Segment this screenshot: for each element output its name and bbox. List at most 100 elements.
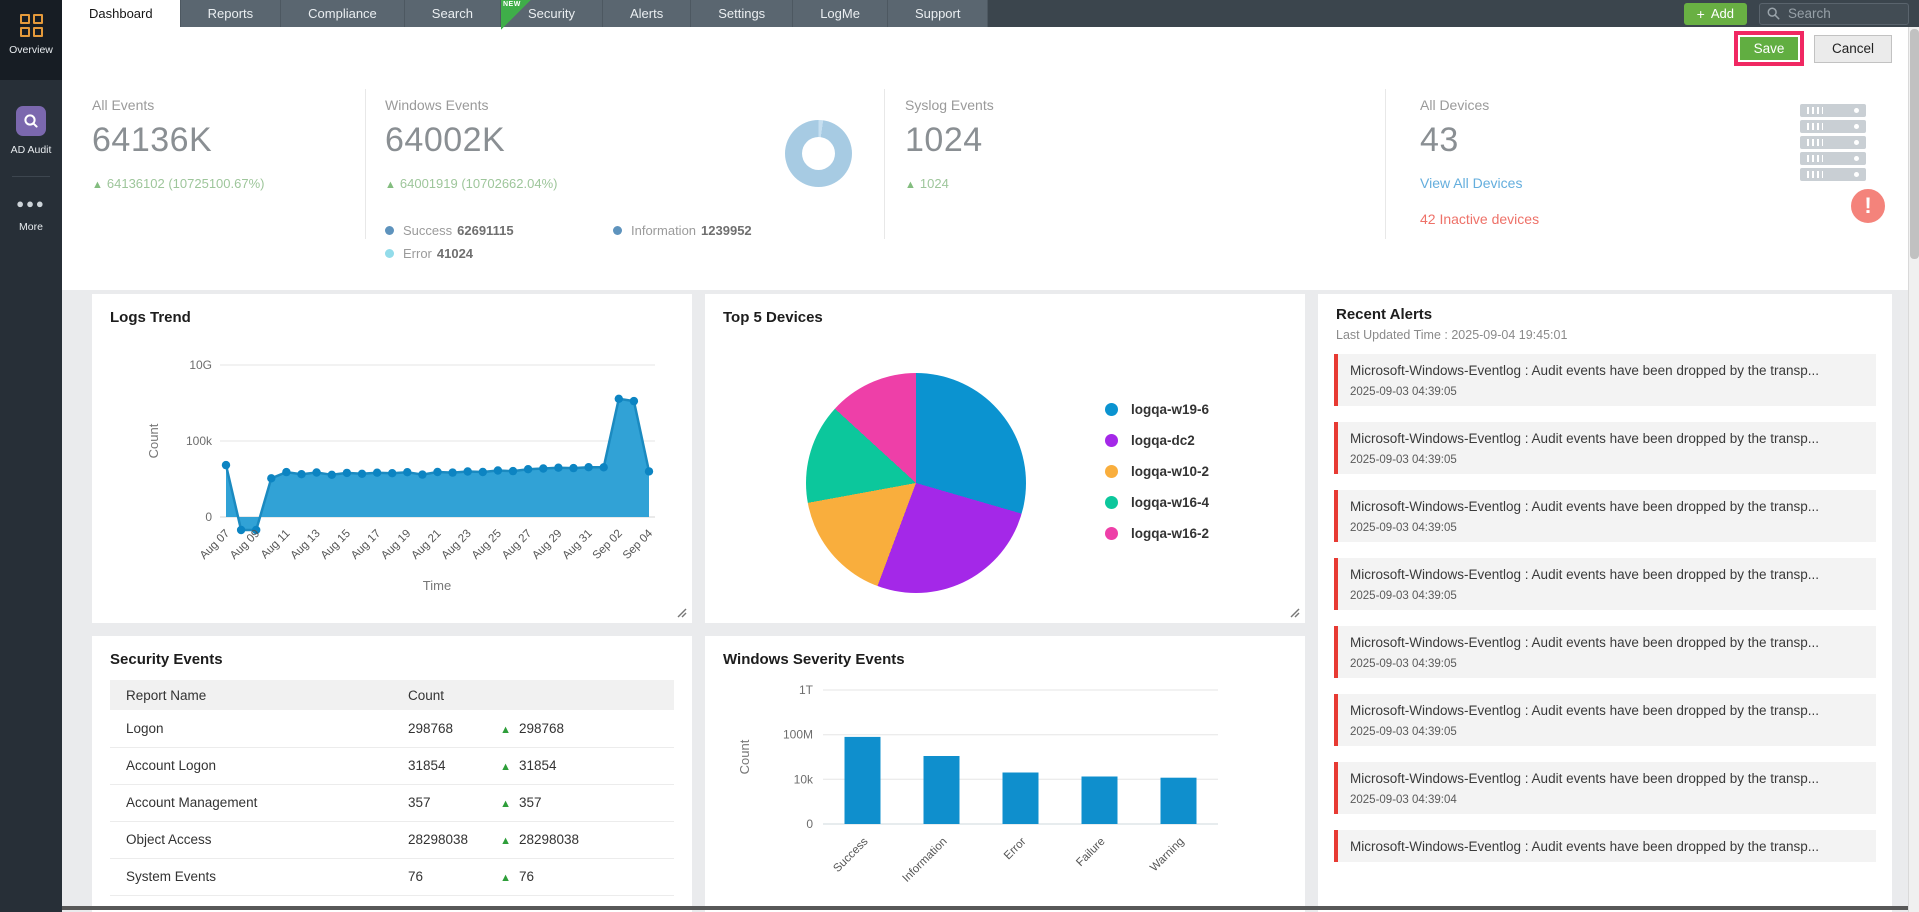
svg-text:Sep 04: Sep 04: [621, 527, 656, 562]
svg-text:Warning: Warning: [1148, 836, 1186, 874]
stat-value: 64136K: [92, 121, 213, 159]
alert-item[interactable]: Microsoft-Windows-Eventlog : Audit event…: [1334, 558, 1876, 610]
legend-item-logqa-w16-4[interactable]: logqa-w16-4: [1105, 495, 1209, 510]
up-triangle-icon: ▲: [500, 723, 511, 736]
security-events-table: Report Name Count Logon 298768 ▲ 298768 Acco…: [110, 680, 674, 896]
action-bar: Save Cancel: [1734, 31, 1892, 66]
alert-timestamp: 2025-09-03 04:39:05: [1350, 658, 1457, 670]
tab-label: Support: [914, 6, 961, 21]
more-dots-icon: ●●●: [16, 196, 46, 211]
sidebar-item-label: AD Audit: [10, 144, 52, 156]
tab-dashboard[interactable]: Dashboard: [62, 0, 181, 27]
stat-label: Windows Events: [385, 97, 489, 113]
svg-text:Count: Count: [737, 739, 752, 774]
alert-item[interactable]: Microsoft-Windows-Eventlog : Audit event…: [1334, 762, 1876, 814]
page-scrollbar[interactable]: [1908, 27, 1919, 912]
report-name-cell: Account Management: [110, 784, 392, 822]
cancel-button[interactable]: Cancel: [1814, 34, 1892, 63]
tab-label: Search: [431, 6, 473, 21]
svg-text:0: 0: [205, 510, 212, 524]
table-row[interactable]: Account Logon 31854 ▲ 31854: [110, 747, 674, 785]
svg-text:0: 0: [806, 817, 813, 831]
delta-cell: ▲ 76: [484, 858, 674, 896]
up-triangle-icon: ▲: [385, 179, 396, 191]
resize-handle[interactable]: [1288, 606, 1300, 618]
sidebar-item-overview[interactable]: Overview: [0, 0, 62, 80]
svg-text:Failure: Failure: [1074, 836, 1107, 869]
alert-message: Microsoft-Windows-Eventlog : Audit event…: [1350, 839, 1820, 854]
tab-logme[interactable]: LogMe: [793, 0, 888, 27]
add-button[interactable]: + Add: [1683, 2, 1747, 25]
save-button[interactable]: Save: [1740, 37, 1798, 60]
legend-item-logqa-w10-2[interactable]: logqa-w10-2: [1105, 464, 1209, 479]
column-header-report-name: Report Name: [110, 680, 392, 710]
server-rack-icon: [1800, 104, 1866, 184]
top5-devices-panel: Top 5 Devices logqa-w19-6 logqa-dc2 logqa-…: [705, 294, 1305, 623]
breakdown-success: Success 62691115: [385, 219, 613, 242]
alerts-list: Microsoft-Windows-Eventlog : Audit event…: [1318, 342, 1892, 862]
table-row[interactable]: Object Access 28298038 ▲ 28298038: [110, 821, 674, 859]
alert-item[interactable]: Microsoft-Windows-Eventlog : Audit event…: [1334, 490, 1876, 542]
stat-all-events: All Events 64136K ▲ 64136102 (10725100.67…: [92, 97, 264, 191]
breakdown-error: Error 41024: [385, 242, 613, 265]
svg-text:100M: 100M: [783, 728, 813, 742]
stat-label: All Devices: [1420, 97, 1490, 113]
legend-item-logqa-w16-2[interactable]: logqa-w16-2: [1105, 526, 1209, 541]
last-updated-text: Last Updated Time : 2025-09-04 19:45:01: [1336, 328, 1568, 342]
alert-item[interactable]: Microsoft-Windows-Eventlog : Audit event…: [1334, 626, 1876, 678]
svg-text:Aug 07: Aug 07: [198, 528, 232, 562]
delta-cell: ▲ 31854: [484, 747, 674, 785]
tab-alerts[interactable]: Alerts: [602, 0, 692, 27]
scrollbar-thumb[interactable]: [1910, 29, 1919, 259]
windows-severity-chart: 0 10k 100M 1T Success Information Error Failure…: [737, 683, 1218, 885]
svg-text:10G: 10G: [189, 358, 212, 372]
overview-grid-icon: [19, 14, 43, 37]
tab-label: Reports: [207, 6, 254, 21]
sidebar-item-ad-audit[interactable]: AD Audit: [0, 106, 62, 156]
tab-support[interactable]: Support: [887, 0, 989, 27]
table-row[interactable]: System Events 76 ▲ 76: [110, 858, 674, 896]
svg-text:Time: Time: [423, 578, 451, 593]
table-row[interactable]: Account Management 357 ▲ 357: [110, 784, 674, 822]
count-cell: 31854: [392, 747, 485, 785]
windows-severity-panel: Windows Severity Events 0 10k 100M 1T Succes…: [705, 636, 1305, 912]
legend-label: logqa-w16-2: [1131, 526, 1210, 541]
legend-dot-icon: [1105, 496, 1118, 509]
svg-text:Sep 02: Sep 02: [591, 528, 625, 562]
svg-text:Success: Success: [831, 835, 870, 874]
search-input[interactable]: [1786, 5, 1901, 22]
svg-text:100k: 100k: [186, 434, 213, 448]
panel-title: Recent Alerts: [1336, 306, 1433, 323]
tab-search[interactable]: Search: [404, 0, 501, 27]
tab-settings[interactable]: Settings: [691, 0, 794, 27]
tab-label: Dashboard: [89, 6, 153, 21]
up-triangle-icon: ▲: [500, 872, 511, 884]
alert-item[interactable]: Microsoft-Windows-Eventlog : Audit event…: [1334, 422, 1876, 474]
alert-item[interactable]: Microsoft-Windows-Eventlog : Audit event…: [1334, 694, 1876, 746]
svg-text:Aug 09: Aug 09: [228, 528, 262, 562]
legend-dot-icon: [385, 226, 394, 235]
legend-label: logqa-w16-4: [1131, 495, 1210, 510]
alert-item[interactable]: Microsoft-Windows-Eventlog : Audit event…: [1334, 830, 1876, 862]
stats-divider: [365, 89, 366, 239]
svg-text:Aug 27: Aug 27: [500, 528, 534, 562]
alert-item[interactable]: Microsoft-Windows-Eventlog : Audit event…: [1334, 354, 1876, 406]
tab-reports[interactable]: Reports: [180, 0, 282, 27]
alert-timestamp: 2025-09-03 04:39:05: [1350, 726, 1457, 738]
sidebar-item-more[interactable]: ●●● More: [0, 196, 62, 233]
windows-breakdown: Success 62691115 Error 41024 Information 1239…: [385, 219, 752, 265]
tab-compliance[interactable]: Compliance: [281, 0, 405, 27]
resize-handle[interactable]: [675, 606, 687, 618]
warning-badge-icon: !: [1847, 185, 1889, 227]
legend-item-logqa-dc2[interactable]: logqa-dc2: [1105, 433, 1209, 448]
svg-text:Aug 15: Aug 15: [319, 528, 353, 562]
alert-timestamp: 2025-09-03 04:39:05: [1350, 522, 1457, 534]
stat-value: 1024: [905, 121, 983, 159]
tab-security[interactable]: NEW Security: [501, 0, 603, 30]
alert-message: Microsoft-Windows-Eventlog : Audit event…: [1350, 567, 1820, 582]
logs-trend-panel: Logs Trend 10G 100k 0 Aug 07 Aug 09 Aug 11 Aug…: [92, 294, 692, 623]
view-all-devices-link[interactable]: View All Devices: [1420, 175, 1523, 191]
table-row[interactable]: Logon 298768 ▲ 298768: [110, 710, 674, 748]
alert-message: Microsoft-Windows-Eventlog : Audit event…: [1350, 771, 1820, 786]
legend-item-logqa-w19-6[interactable]: logqa-w19-6: [1105, 402, 1209, 417]
